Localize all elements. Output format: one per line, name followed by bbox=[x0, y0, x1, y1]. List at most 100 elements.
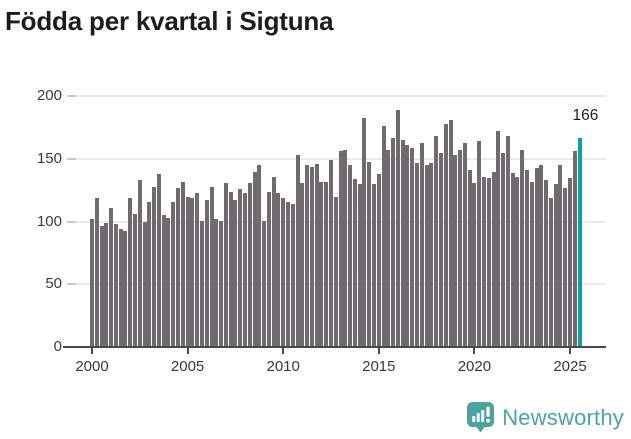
y-tick bbox=[67, 220, 76, 223]
bar bbox=[563, 187, 568, 346]
bar bbox=[281, 197, 286, 346]
x-axis-label: 2020 bbox=[457, 358, 492, 375]
x-axis-label: 2000 bbox=[75, 358, 109, 375]
bar bbox=[123, 230, 128, 346]
bar bbox=[372, 184, 377, 346]
bar bbox=[266, 191, 271, 346]
bar bbox=[329, 160, 333, 346]
bar bbox=[448, 120, 453, 346]
bar bbox=[333, 196, 338, 346]
bar bbox=[477, 141, 482, 346]
bar bbox=[362, 117, 367, 346]
bar bbox=[285, 201, 290, 346]
x-axis-label: 2025 bbox=[553, 358, 587, 375]
y-axis-label: 100 bbox=[36, 212, 62, 230]
bar bbox=[343, 150, 348, 346]
bar bbox=[262, 220, 267, 346]
newsworthy-logo-text: Newsworthy bbox=[502, 404, 624, 430]
bar bbox=[515, 176, 520, 346]
bar bbox=[367, 161, 372, 346]
x-axis-label: 2015 bbox=[362, 358, 396, 375]
bar bbox=[214, 219, 219, 346]
bar bbox=[118, 229, 123, 346]
bar bbox=[195, 192, 200, 346]
last-value-label: 166 bbox=[572, 106, 599, 124]
x-tick bbox=[377, 348, 380, 354]
x-axis-label: 2010 bbox=[266, 358, 300, 375]
bar bbox=[176, 187, 181, 346]
bar bbox=[185, 196, 190, 346]
bar bbox=[171, 201, 176, 346]
bar bbox=[314, 164, 319, 346]
bar bbox=[180, 181, 185, 346]
gridline bbox=[67, 157, 606, 160]
bar bbox=[238, 189, 243, 346]
y-axis-label: 200 bbox=[36, 87, 62, 104]
bar bbox=[104, 223, 109, 346]
bar bbox=[319, 181, 324, 346]
bar bbox=[290, 204, 295, 346]
bar bbox=[400, 140, 405, 346]
bar bbox=[113, 224, 118, 346]
bar bbox=[199, 220, 204, 346]
bar bbox=[152, 186, 157, 346]
bar bbox=[424, 165, 429, 346]
bar bbox=[501, 152, 506, 346]
bar bbox=[467, 170, 472, 346]
bar bbox=[128, 197, 133, 346]
bar bbox=[405, 145, 410, 346]
y-tick bbox=[67, 95, 76, 97]
bar bbox=[133, 214, 138, 346]
bar bbox=[338, 151, 343, 346]
newsworthy-logo: Newsworthy bbox=[467, 402, 624, 433]
highlighted-bar bbox=[577, 137, 582, 346]
y-axis-label: 150 bbox=[36, 149, 62, 167]
bar bbox=[166, 217, 171, 346]
bar bbox=[348, 165, 353, 346]
bar bbox=[395, 110, 400, 346]
bar bbox=[276, 192, 281, 346]
bar bbox=[410, 147, 415, 346]
x-tick bbox=[569, 348, 571, 354]
bar bbox=[228, 191, 233, 346]
bar bbox=[219, 220, 224, 346]
bar bbox=[443, 123, 448, 346]
x-tick bbox=[473, 348, 476, 354]
bar bbox=[223, 182, 228, 346]
x-tick bbox=[282, 348, 285, 354]
bar bbox=[295, 155, 300, 346]
bar bbox=[472, 182, 477, 346]
bar bbox=[109, 207, 114, 346]
bar bbox=[309, 166, 314, 346]
y-axis-label: 50 bbox=[45, 275, 62, 293]
bar bbox=[257, 165, 262, 346]
bar bbox=[539, 165, 544, 346]
x-tick bbox=[186, 348, 189, 354]
bar bbox=[510, 172, 515, 346]
bar bbox=[94, 197, 99, 346]
x-axis-line bbox=[63, 346, 606, 348]
bar bbox=[300, 182, 305, 346]
bar bbox=[147, 201, 152, 346]
gridline bbox=[67, 95, 606, 97]
bar bbox=[242, 192, 247, 346]
y-tick bbox=[67, 283, 76, 286]
y-axis-label: 0 bbox=[53, 338, 62, 355]
bar bbox=[99, 225, 104, 346]
bar bbox=[419, 142, 424, 346]
bar bbox=[481, 176, 486, 346]
bar bbox=[572, 151, 577, 346]
bar bbox=[391, 137, 396, 346]
bar bbox=[247, 182, 252, 346]
bar bbox=[90, 219, 94, 346]
bar bbox=[458, 150, 463, 346]
x-tick bbox=[91, 348, 93, 354]
bar bbox=[357, 184, 362, 346]
bar bbox=[415, 162, 420, 346]
bar bbox=[505, 136, 510, 346]
bar bbox=[453, 155, 458, 346]
bar bbox=[324, 181, 329, 346]
bar bbox=[204, 200, 209, 346]
bar bbox=[429, 162, 434, 346]
